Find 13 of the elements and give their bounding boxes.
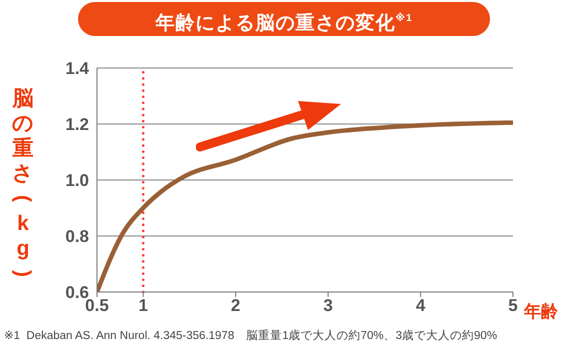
x-tick-label: 3: [323, 296, 333, 316]
y-tick-label: 1.4: [65, 59, 90, 78]
x-tick-label: 2: [230, 296, 240, 316]
y-axis-title: 脳の重さ(kg): [10, 86, 36, 279]
x-tick-label: 4: [416, 296, 426, 316]
x-tick-label: 1: [138, 296, 148, 316]
chart-title: 年齢による脳の重さの変化$^{※1}$: [78, 2, 490, 36]
text: ※1 Dekaban AS. Ann Nurol. 4.345-356.1978 脳重量1歳で大人の約70%、3歳で大人の約90%: [4, 328, 498, 343]
y-tick-label: 0.8: [65, 227, 89, 246]
y-tick-label: 1.0: [65, 171, 89, 190]
x-axis-title: 年齢: [524, 301, 558, 323]
x-tick-label: 5: [508, 296, 518, 316]
y-tick-label: 1.2: [65, 115, 89, 134]
